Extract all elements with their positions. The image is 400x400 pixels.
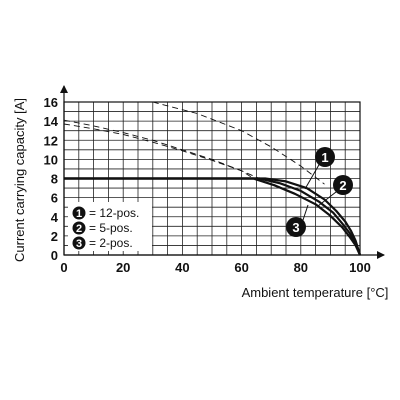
legend-badge-1 xyxy=(72,206,86,220)
legend-badge-1-number: 1 xyxy=(76,208,82,220)
x-tick-label: 60 xyxy=(234,260,248,275)
extrapolated-curves xyxy=(63,101,325,185)
x-tick-label: 20 xyxy=(116,260,130,275)
callout-2-number: 2 xyxy=(339,178,346,193)
y-tick-label: 0 xyxy=(51,248,58,263)
callout-3-number: 3 xyxy=(292,220,299,235)
extrapolation-curve-2 xyxy=(63,123,260,179)
legend-item-3: 3 = 2-pos. xyxy=(72,236,133,250)
callout-1: 1 xyxy=(315,147,335,167)
legend-label-2: = 5-pos. xyxy=(89,221,133,235)
y-tick-label: 2 xyxy=(51,229,58,244)
callout-2-leader xyxy=(317,191,337,207)
callouts: 1 2 3 xyxy=(286,147,353,237)
callout-3: 3 xyxy=(286,217,306,237)
legend-label-1: = 12-pos. xyxy=(89,206,139,220)
series-curves xyxy=(64,177,362,256)
legend-item-1: 1 = 12-pos. xyxy=(72,206,139,220)
y-tick-label: 12 xyxy=(44,133,58,148)
legend-badge-2 xyxy=(72,221,86,235)
y-tick-labels: 0 2 4 6 8 10 12 14 16 xyxy=(44,95,59,263)
legend-badge-3-number: 3 xyxy=(76,238,82,250)
y-axis-title: Current carrying capacity [A] xyxy=(12,98,27,262)
x-tick-label: 100 xyxy=(349,260,371,275)
x-tick-labels: 0 20 40 60 80 100 xyxy=(60,260,370,275)
y-tick-label: 10 xyxy=(44,152,58,167)
x-tick-label: 0 xyxy=(60,260,67,275)
legend-badge-3 xyxy=(72,236,86,250)
legend: 1 = 12-pos. 2 = 5-pos. 3 = 2-pos. xyxy=(68,202,152,251)
y-tick-label: 14 xyxy=(44,114,59,129)
legend-label-3: = 2-pos. xyxy=(89,236,133,250)
y-tick-label: 4 xyxy=(51,210,59,225)
callout-2-badge xyxy=(333,175,353,195)
series-curve-3 xyxy=(64,177,361,256)
callout-3-badge xyxy=(286,217,306,237)
y-tick-label: 6 xyxy=(51,191,58,206)
x-tick-label: 40 xyxy=(175,260,189,275)
callout-3-leader xyxy=(302,204,309,221)
legend-badge-2-number: 2 xyxy=(76,223,82,235)
callout-1-badge xyxy=(315,147,335,167)
callout-2: 2 xyxy=(333,175,353,195)
y-tick-label: 16 xyxy=(44,95,58,110)
extrapolation-curve-1 xyxy=(152,101,325,185)
extrapolation-curve-3 xyxy=(63,119,254,179)
y-tick-label: 8 xyxy=(51,172,58,187)
callout-1-leader xyxy=(304,162,321,190)
x-axis-title: Ambient temperature [°C] xyxy=(242,285,389,300)
callout-1-number: 1 xyxy=(321,150,328,165)
x-tick-label: 80 xyxy=(294,260,308,275)
legend-item-2: 2 = 5-pos. xyxy=(72,221,133,235)
